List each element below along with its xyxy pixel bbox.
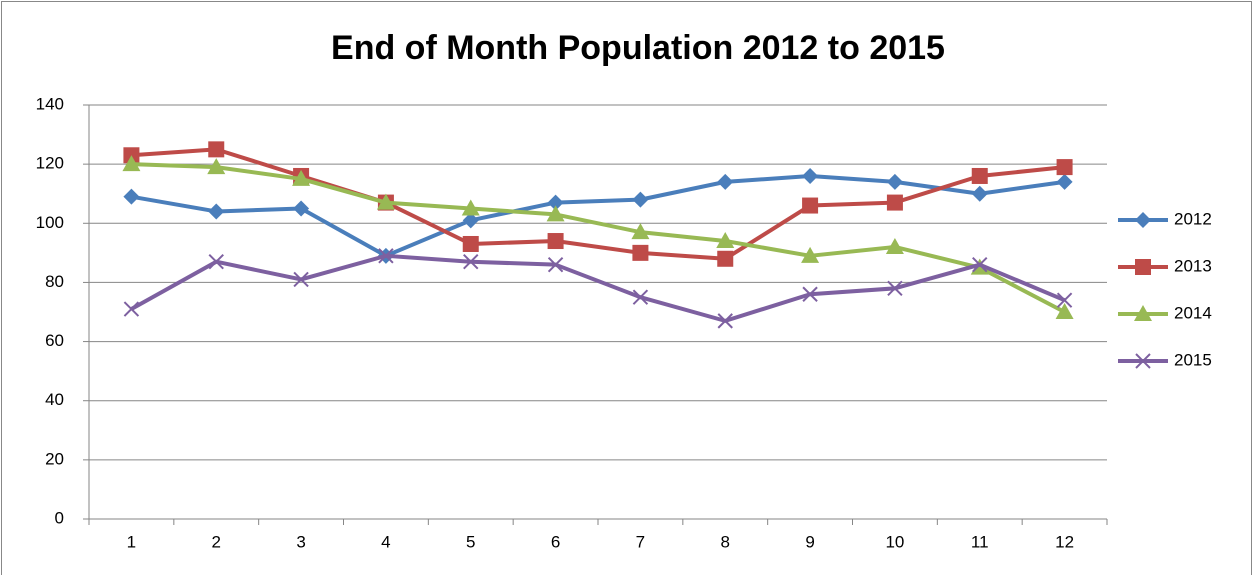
- data-point: [717, 173, 734, 190]
- data-point: [886, 173, 903, 190]
- data-point: [632, 191, 649, 208]
- data-point: [802, 167, 819, 184]
- data-point: [547, 194, 564, 211]
- y-tick-label: 100: [36, 213, 64, 232]
- data-point: [801, 246, 820, 263]
- data-point: [463, 254, 479, 270]
- data-point: [293, 200, 310, 217]
- x-tick-label: 8: [721, 532, 730, 551]
- data-point: [632, 289, 649, 305]
- data-point: [1056, 159, 1073, 176]
- x-tick-label: 1: [127, 532, 136, 551]
- x-tick-label: 4: [381, 532, 390, 551]
- y-tick-label: 20: [45, 449, 64, 468]
- data-point: [971, 167, 988, 184]
- legend-marker: [1134, 305, 1152, 321]
- data-point: [802, 286, 818, 302]
- legend-marker: [1135, 259, 1151, 275]
- data-point: [631, 223, 650, 240]
- data-point: [293, 271, 309, 288]
- y-tick-label: 0: [55, 508, 64, 527]
- data-point: [123, 188, 140, 205]
- data-point: [717, 250, 734, 267]
- data-point: [207, 158, 226, 175]
- legend-label: 2015: [1174, 350, 1212, 369]
- data-point: [208, 141, 225, 158]
- y-tick-label: 140: [36, 94, 64, 113]
- data-point: [292, 169, 311, 186]
- x-tick-label: 6: [551, 532, 560, 551]
- x-tick-label: 10: [885, 532, 904, 551]
- series-line: [131, 147, 1065, 261]
- data-point: [716, 232, 735, 249]
- legend-label: 2014: [1174, 303, 1212, 322]
- data-point: [971, 185, 988, 202]
- chart-title: End of Month Population 2012 to 2015: [331, 29, 945, 67]
- x-tick-label: 2: [212, 532, 221, 551]
- legend-label: 2013: [1174, 256, 1212, 275]
- y-tick-label: 60: [45, 331, 64, 350]
- x-tick-label: 7: [636, 532, 645, 551]
- y-tick-label: 120: [36, 154, 64, 173]
- series-line: [131, 162, 1066, 314]
- data-point: [378, 248, 394, 264]
- x-tick-label: 5: [466, 532, 475, 551]
- data-point: [546, 205, 565, 222]
- data-point: [887, 280, 903, 297]
- y-tick-label: 80: [45, 272, 64, 291]
- data-point: [1055, 303, 1074, 319]
- data-point: [547, 233, 564, 250]
- data-point: [1056, 292, 1073, 308]
- data-point: [462, 212, 479, 229]
- data-point: [376, 193, 395, 210]
- x-tick-label: 9: [805, 532, 814, 551]
- data-point: [208, 254, 224, 270]
- y-tick-label: 40: [45, 390, 64, 409]
- data-point: [632, 244, 649, 261]
- data-point: [208, 203, 225, 220]
- series-line: [130, 253, 1066, 323]
- data-point: [461, 199, 480, 216]
- data-point: [547, 256, 564, 273]
- legend-marker: [1135, 212, 1151, 228]
- data-point: [122, 155, 141, 172]
- data-point: [885, 237, 904, 254]
- data-point: [123, 301, 140, 317]
- x-tick-label: 11: [971, 532, 989, 551]
- data-point: [462, 235, 479, 252]
- legend-marker: [1135, 353, 1151, 369]
- x-tick-label: 3: [296, 532, 305, 551]
- data-point: [972, 256, 988, 273]
- data-point: [717, 313, 733, 329]
- series-line: [131, 173, 1065, 258]
- x-tick-label: 12: [1055, 532, 1074, 551]
- legend-label: 2012: [1174, 209, 1212, 228]
- data-point: [886, 194, 903, 211]
- data-point: [802, 197, 819, 214]
- data-point: [1056, 173, 1073, 190]
